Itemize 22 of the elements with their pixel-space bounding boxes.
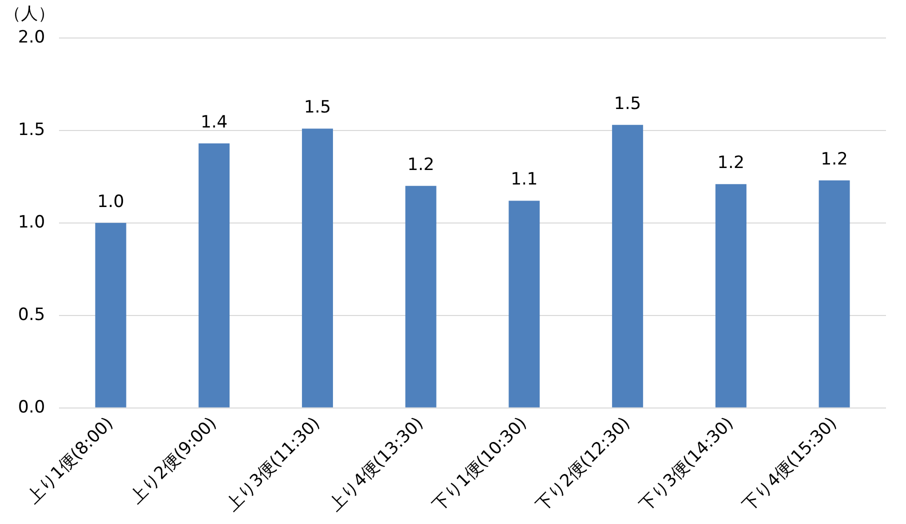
bar [508, 200, 540, 408]
data-label: 1.2 [407, 154, 434, 175]
bar [95, 222, 126, 408]
y-tick-label: 1.5 [18, 120, 46, 140]
y-tick-label: 0.5 [18, 304, 46, 325]
bar [818, 180, 850, 408]
bar [715, 184, 746, 408]
y-tick-label: 0.0 [18, 397, 46, 418]
bar [302, 128, 333, 408]
data-label: 1.2 [717, 153, 744, 174]
y-tick-label: 2.0 [18, 27, 46, 48]
data-label: 1.5 [304, 98, 331, 118]
y-tick-label: 1.0 [18, 212, 46, 232]
data-label: 1.5 [614, 94, 642, 114]
data-label: 1.2 [820, 149, 848, 170]
bar [198, 143, 230, 408]
bar [405, 186, 436, 408]
y-axis-title: （人） [4, 4, 55, 24]
data-label: 1.1 [510, 170, 538, 190]
bar [612, 124, 644, 408]
data-label: 1.4 [200, 112, 228, 132]
data-label: 1.0 [97, 192, 124, 212]
